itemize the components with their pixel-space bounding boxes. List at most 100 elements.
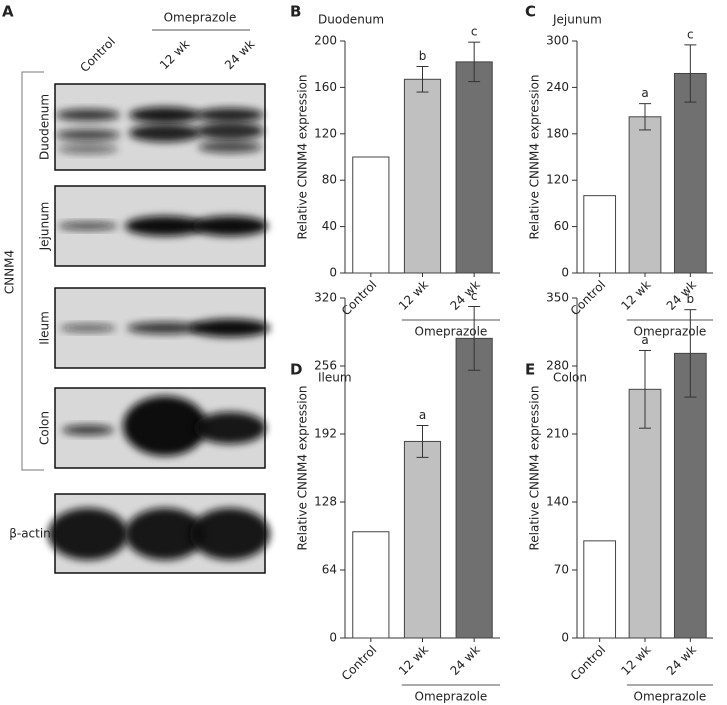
y-tick-label: 280 xyxy=(546,359,569,373)
y-tick-label: 210 xyxy=(546,427,569,441)
y-tick-label: 320 xyxy=(314,291,337,305)
y-tick-label: 120 xyxy=(546,173,569,187)
band xyxy=(125,508,205,560)
band xyxy=(58,144,118,154)
significance-label: c xyxy=(471,289,478,303)
y-tick-label: 64 xyxy=(322,563,337,577)
band xyxy=(129,124,201,142)
chart-title: Jejunum xyxy=(552,13,602,27)
y-tick-label: 300 xyxy=(546,34,569,48)
protein-bracket xyxy=(21,71,44,471)
y-tick-label: 200 xyxy=(314,34,337,48)
bar xyxy=(628,116,662,274)
y-axis-label: Relative CNNM4 expression xyxy=(296,385,310,550)
bar xyxy=(583,540,617,639)
band xyxy=(198,141,262,153)
y-tick-label: 120 xyxy=(314,126,337,140)
y-axis-label: Relative CNNM4 expression xyxy=(528,385,542,550)
x-tick-label: 12 wk xyxy=(396,643,431,678)
y-axis-label: Relative CNNM4 expression xyxy=(296,74,310,239)
band xyxy=(192,216,268,236)
band xyxy=(56,109,120,121)
y-tick-label: 60 xyxy=(554,219,569,233)
bar xyxy=(673,72,707,274)
y-tick-label: 160 xyxy=(314,80,337,94)
band xyxy=(123,396,207,456)
significance-label: c xyxy=(471,25,478,39)
blot-panel: Duodenum Jejunum Ileum Colon β-actin xyxy=(9,83,270,574)
bar xyxy=(455,61,493,274)
group-label: Omeprazole xyxy=(415,690,488,704)
x-tick-label: 12 wk xyxy=(618,278,653,313)
y-tick-label: 140 xyxy=(546,495,569,509)
band xyxy=(58,222,118,230)
panel-label: C xyxy=(525,3,536,21)
band xyxy=(56,129,120,141)
significance-label: a xyxy=(641,333,648,347)
y-tick-label: 192 xyxy=(314,427,337,441)
bar xyxy=(673,352,707,639)
y-tick-label: 240 xyxy=(546,80,569,94)
bar xyxy=(403,78,442,274)
blot-label: Colon xyxy=(38,411,52,445)
band xyxy=(190,319,270,337)
bar xyxy=(352,156,390,274)
band xyxy=(129,107,201,123)
bar xyxy=(352,531,390,639)
band xyxy=(190,508,270,560)
band xyxy=(125,216,205,236)
band xyxy=(196,122,264,140)
x-tick-label: Control xyxy=(568,643,609,684)
blot-label: Jejunum xyxy=(38,202,52,252)
protein-label: CNNM4 xyxy=(3,250,17,294)
band xyxy=(194,412,266,444)
y-tick-label: 0 xyxy=(329,266,337,280)
significance-label: a xyxy=(419,408,426,422)
y-tick-label: 0 xyxy=(561,266,569,280)
significance-label: b xyxy=(419,49,427,63)
bar xyxy=(455,337,493,639)
chart-title: Ileum xyxy=(318,371,352,385)
lane-label: 24 wk xyxy=(222,37,257,72)
x-tick-label: Control xyxy=(339,643,380,684)
y-axis-label: Relative CNNM4 expression xyxy=(528,74,542,239)
group-label: Omeprazole xyxy=(164,11,237,25)
significance-label: a xyxy=(641,86,648,100)
x-tick-label: 12 wk xyxy=(618,643,653,678)
bar xyxy=(583,195,617,274)
chart-title: Colon xyxy=(553,371,587,385)
y-tick-label: 40 xyxy=(322,219,337,233)
y-tick-label: 80 xyxy=(322,173,337,187)
y-tick-label: 70 xyxy=(554,563,569,577)
group-label: Omeprazole xyxy=(634,690,707,704)
y-tick-label: 128 xyxy=(314,495,337,509)
y-tick-label: 0 xyxy=(561,631,569,645)
bar xyxy=(403,440,442,639)
x-tick-label: 24 wk xyxy=(448,278,483,313)
panel-label: E xyxy=(525,361,535,379)
significance-label: c xyxy=(687,27,694,41)
lane-label: Control xyxy=(77,34,118,75)
x-tick-label: 12 wk xyxy=(396,278,431,313)
blot-label: Ileum xyxy=(38,311,52,345)
significance-label: b xyxy=(687,292,695,306)
panel-label: A xyxy=(2,3,14,21)
band xyxy=(127,322,203,334)
lane-label: 12 wk xyxy=(157,37,192,72)
group-label: Omeprazole xyxy=(415,325,488,339)
x-tick-label: 24 wk xyxy=(664,643,699,678)
blot-label: Duodenum xyxy=(38,94,52,160)
y-tick-label: 180 xyxy=(546,126,569,140)
panel-label: B xyxy=(290,3,301,21)
x-tick-label: 24 wk xyxy=(448,643,483,678)
blot-label: β-actin xyxy=(9,527,51,541)
group-label: Omeprazole xyxy=(634,325,707,339)
y-tick-label: 0 xyxy=(329,631,337,645)
band xyxy=(48,508,128,560)
panel-label: D xyxy=(290,361,302,379)
y-tick-label: 350 xyxy=(546,291,569,305)
band xyxy=(62,425,114,435)
band xyxy=(60,324,116,332)
y-tick-label: 256 xyxy=(314,359,337,373)
